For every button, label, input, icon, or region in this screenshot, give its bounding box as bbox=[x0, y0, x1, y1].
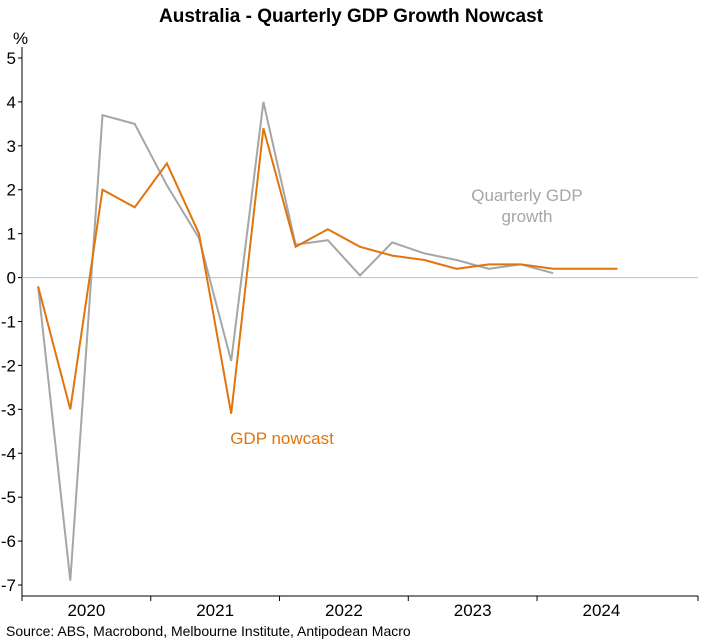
y-axis-unit-label: % bbox=[13, 29, 28, 48]
series-layer bbox=[37, 101, 618, 581]
y-tick-label: 1 bbox=[7, 225, 16, 244]
x-tick-label: 2022 bbox=[325, 601, 363, 620]
quarterly-gdp-growth-label-line: Quarterly GDP bbox=[471, 186, 582, 205]
axes: 5 4 3 2 1 0 -1 -2 -3 -4 -5 -6 -7 2020 2021 2022 2023 2024 bbox=[1, 47, 699, 620]
y-tick-label: -6 bbox=[1, 532, 16, 551]
y-tick-label: 3 bbox=[7, 137, 16, 156]
y-tick-label: -4 bbox=[1, 444, 16, 463]
quarterly-gdp-growth-line bbox=[37, 101, 554, 581]
y-tick-label: -5 bbox=[1, 488, 16, 507]
y-tick-label: 5 bbox=[7, 49, 16, 68]
y-tick-label: -1 bbox=[1, 313, 16, 332]
quarterly-gdp-growth-label: Quarterly GDP growth bbox=[471, 186, 582, 226]
source-note: Source: ABS, Macrobond, Melbourne Instit… bbox=[6, 623, 411, 639]
y-tick-label: -7 bbox=[1, 576, 16, 595]
y-tick-label: 4 bbox=[7, 93, 16, 112]
y-tick-label: -2 bbox=[1, 356, 16, 375]
y-tick-label: -3 bbox=[1, 400, 16, 419]
y-tick-label: 2 bbox=[7, 181, 16, 200]
x-tick-label: 2023 bbox=[454, 601, 492, 620]
gdp-nowcast-label: GDP nowcast bbox=[230, 429, 334, 448]
annotations: Quarterly GDP growth GDP nowcast bbox=[230, 186, 583, 448]
x-tick-label: 2021 bbox=[196, 601, 234, 620]
x-tick-label: 2020 bbox=[67, 601, 105, 620]
gdp-nowcast-line bbox=[37, 128, 618, 414]
quarterly-gdp-growth-label-line: growth bbox=[501, 207, 552, 226]
y-tick-label: 0 bbox=[7, 269, 16, 288]
chart-title: Australia - Quarterly GDP Growth Nowcast bbox=[159, 6, 544, 27]
x-tick-label: 2024 bbox=[583, 601, 621, 620]
